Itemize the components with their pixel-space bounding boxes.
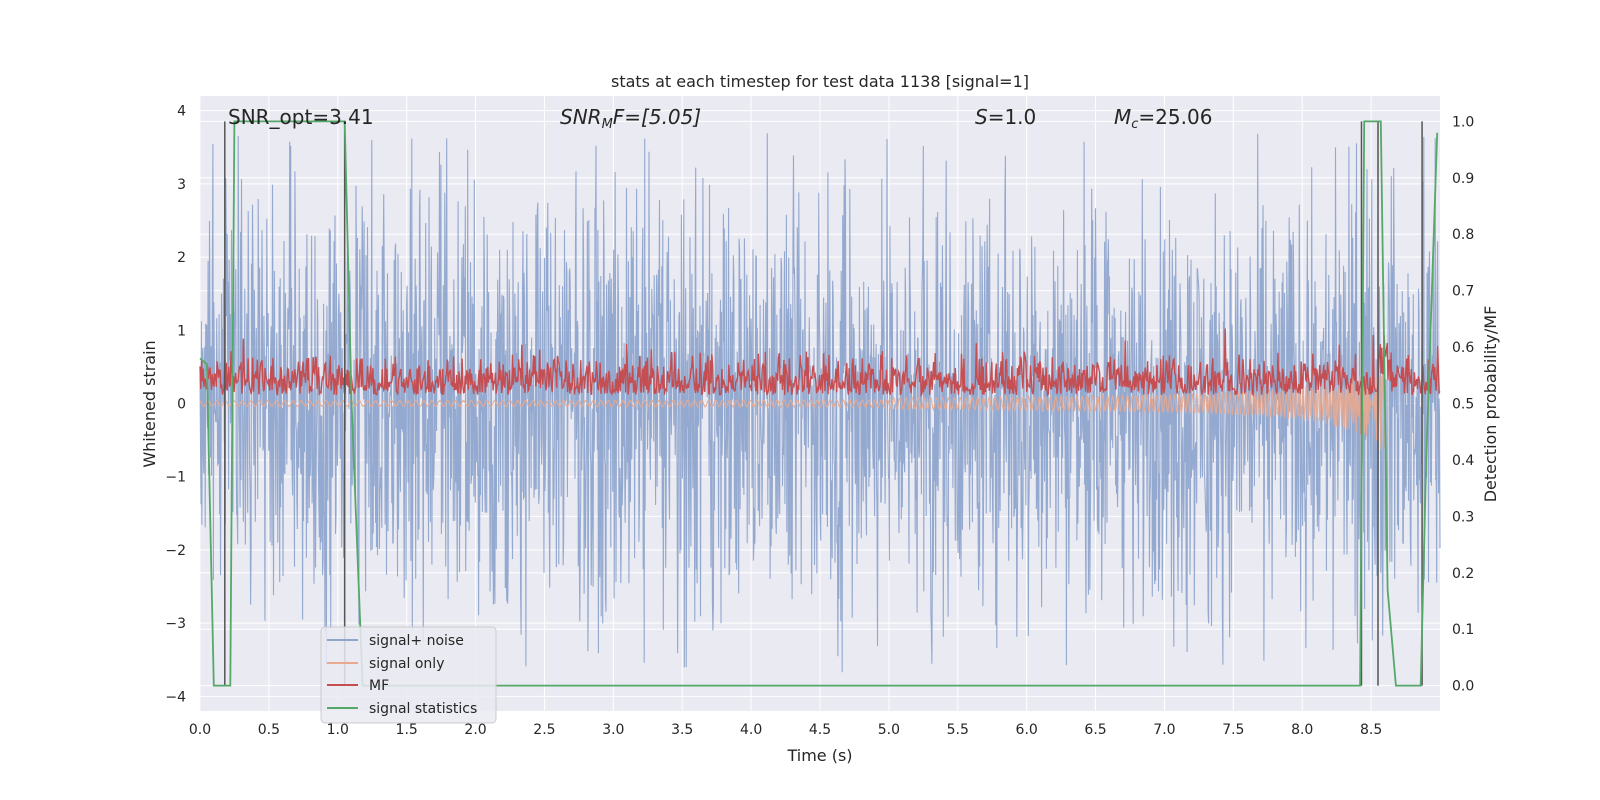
annotation-s-value: =1.0 [988, 105, 1037, 129]
annotation-s-prefix: S [975, 105, 988, 129]
x-tick-label: 8.0 [1291, 722, 1313, 738]
x-tick-label: 7.5 [1222, 722, 1244, 738]
y-tick-label: 1 [177, 323, 186, 339]
annotation-mc-value: =25.06 [1138, 105, 1212, 129]
y2-tick-label: 0.2 [1452, 566, 1474, 582]
annotation-mc-sub: c [1131, 117, 1138, 132]
signal-noise-line [199, 133, 1441, 673]
x-tick-label: 1.5 [396, 722, 418, 738]
x-tick-label: 4.0 [740, 722, 762, 738]
legend-label-signal-noise: signal+ noise [369, 633, 464, 649]
y-tick-label: −2 [165, 543, 186, 559]
chart-title: stats at each timestep for test data 113… [611, 72, 1029, 91]
legend-label-signal-statistics: signal statistics [369, 701, 477, 717]
y2-tick-label: 0.0 [1452, 679, 1474, 695]
y2-tick-label: 0.7 [1452, 284, 1474, 300]
annotation-snr-mf-prefix: SNR [560, 105, 602, 129]
x-tick-label: 0.5 [258, 722, 280, 738]
x-tick-label: 4.5 [809, 722, 831, 738]
series-signal-only [199, 356, 1388, 450]
y-tick-label: −4 [165, 689, 186, 705]
annotation-snr-mf-sub: M [602, 117, 613, 132]
x-tick-label: 6.5 [1084, 722, 1106, 738]
legend-label-mf: MF [369, 678, 389, 694]
legend-box [320, 626, 497, 724]
annotation-mc-prefix: M [1114, 105, 1131, 129]
y2-tick-label: 0.6 [1452, 340, 1474, 356]
mf-line [199, 328, 1441, 398]
x-tick-label: 2.5 [533, 722, 555, 738]
x-tick-label: 6.0 [1016, 722, 1038, 738]
legend-label-signal-only: signal only [369, 656, 444, 672]
y-tick-label: −1 [165, 470, 186, 486]
x-tick-labels: 0.0 0.5 1.0 1.5 2.0 2.5 3.0 3.5 4.0 4.5 5.0 5.5 6.0 6… [189, 722, 1382, 738]
x-tick-label: 8.5 [1360, 722, 1382, 738]
annotation-mc: Mc=25.06 [1114, 105, 1212, 132]
legend: signal+ noise signal only MF signal stat… [320, 626, 497, 724]
x-tick-label: 1.0 [327, 722, 349, 738]
x-tick-label: 5.0 [878, 722, 900, 738]
y2-tick-label: 0.8 [1452, 227, 1474, 243]
x-tick-label: 3.5 [671, 722, 693, 738]
annotation-snr-opt: SNR_opt=3.41 [228, 105, 374, 129]
y2-tick-label: 0.4 [1452, 453, 1474, 469]
y-tick-label: 3 [177, 177, 186, 193]
y-tick-label: 2 [177, 250, 186, 266]
series-mf [199, 328, 1441, 398]
y2-tick-label: 0.5 [1452, 397, 1474, 413]
y-axis-label: Whitened strain [140, 340, 159, 467]
x-tick-label: 5.5 [947, 722, 969, 738]
x-tick-label: 7.0 [1153, 722, 1175, 738]
y2-tick-labels: 1.0 0.9 0.8 0.7 0.6 0.5 0.4 0.3 0.2 0.1 0.0 [1452, 114, 1474, 694]
y2-tick-label: 0.3 [1452, 509, 1474, 525]
y-tick-label: 4 [177, 104, 186, 120]
y2-tick-label: 1.0 [1452, 114, 1474, 130]
series-signal-noise [199, 133, 1441, 673]
x-tick-label: 0.0 [189, 722, 211, 738]
y2-tick-label: 0.9 [1452, 171, 1474, 187]
y2-axis-label: Detection probability/MF [1481, 306, 1500, 503]
x-axis-label: Time (s) [786, 746, 852, 765]
x-tick-label: 2.0 [464, 722, 486, 738]
y-tick-label: 0 [177, 397, 186, 413]
y-tick-label: −3 [165, 616, 186, 632]
x-tick-label: 3.0 [602, 722, 624, 738]
y-tick-labels: 4 3 2 1 0 −1 −2 −3 −4 [165, 104, 186, 706]
annotation-snr-mf-suffix: F=[5.05] [613, 105, 701, 129]
annotation-snr-mf: SNRMF=[5.05] [560, 105, 701, 132]
signal-only-line [199, 356, 1388, 450]
y2-tick-label: 0.1 [1452, 622, 1474, 638]
annotation-s: S=1.0 [975, 105, 1036, 129]
